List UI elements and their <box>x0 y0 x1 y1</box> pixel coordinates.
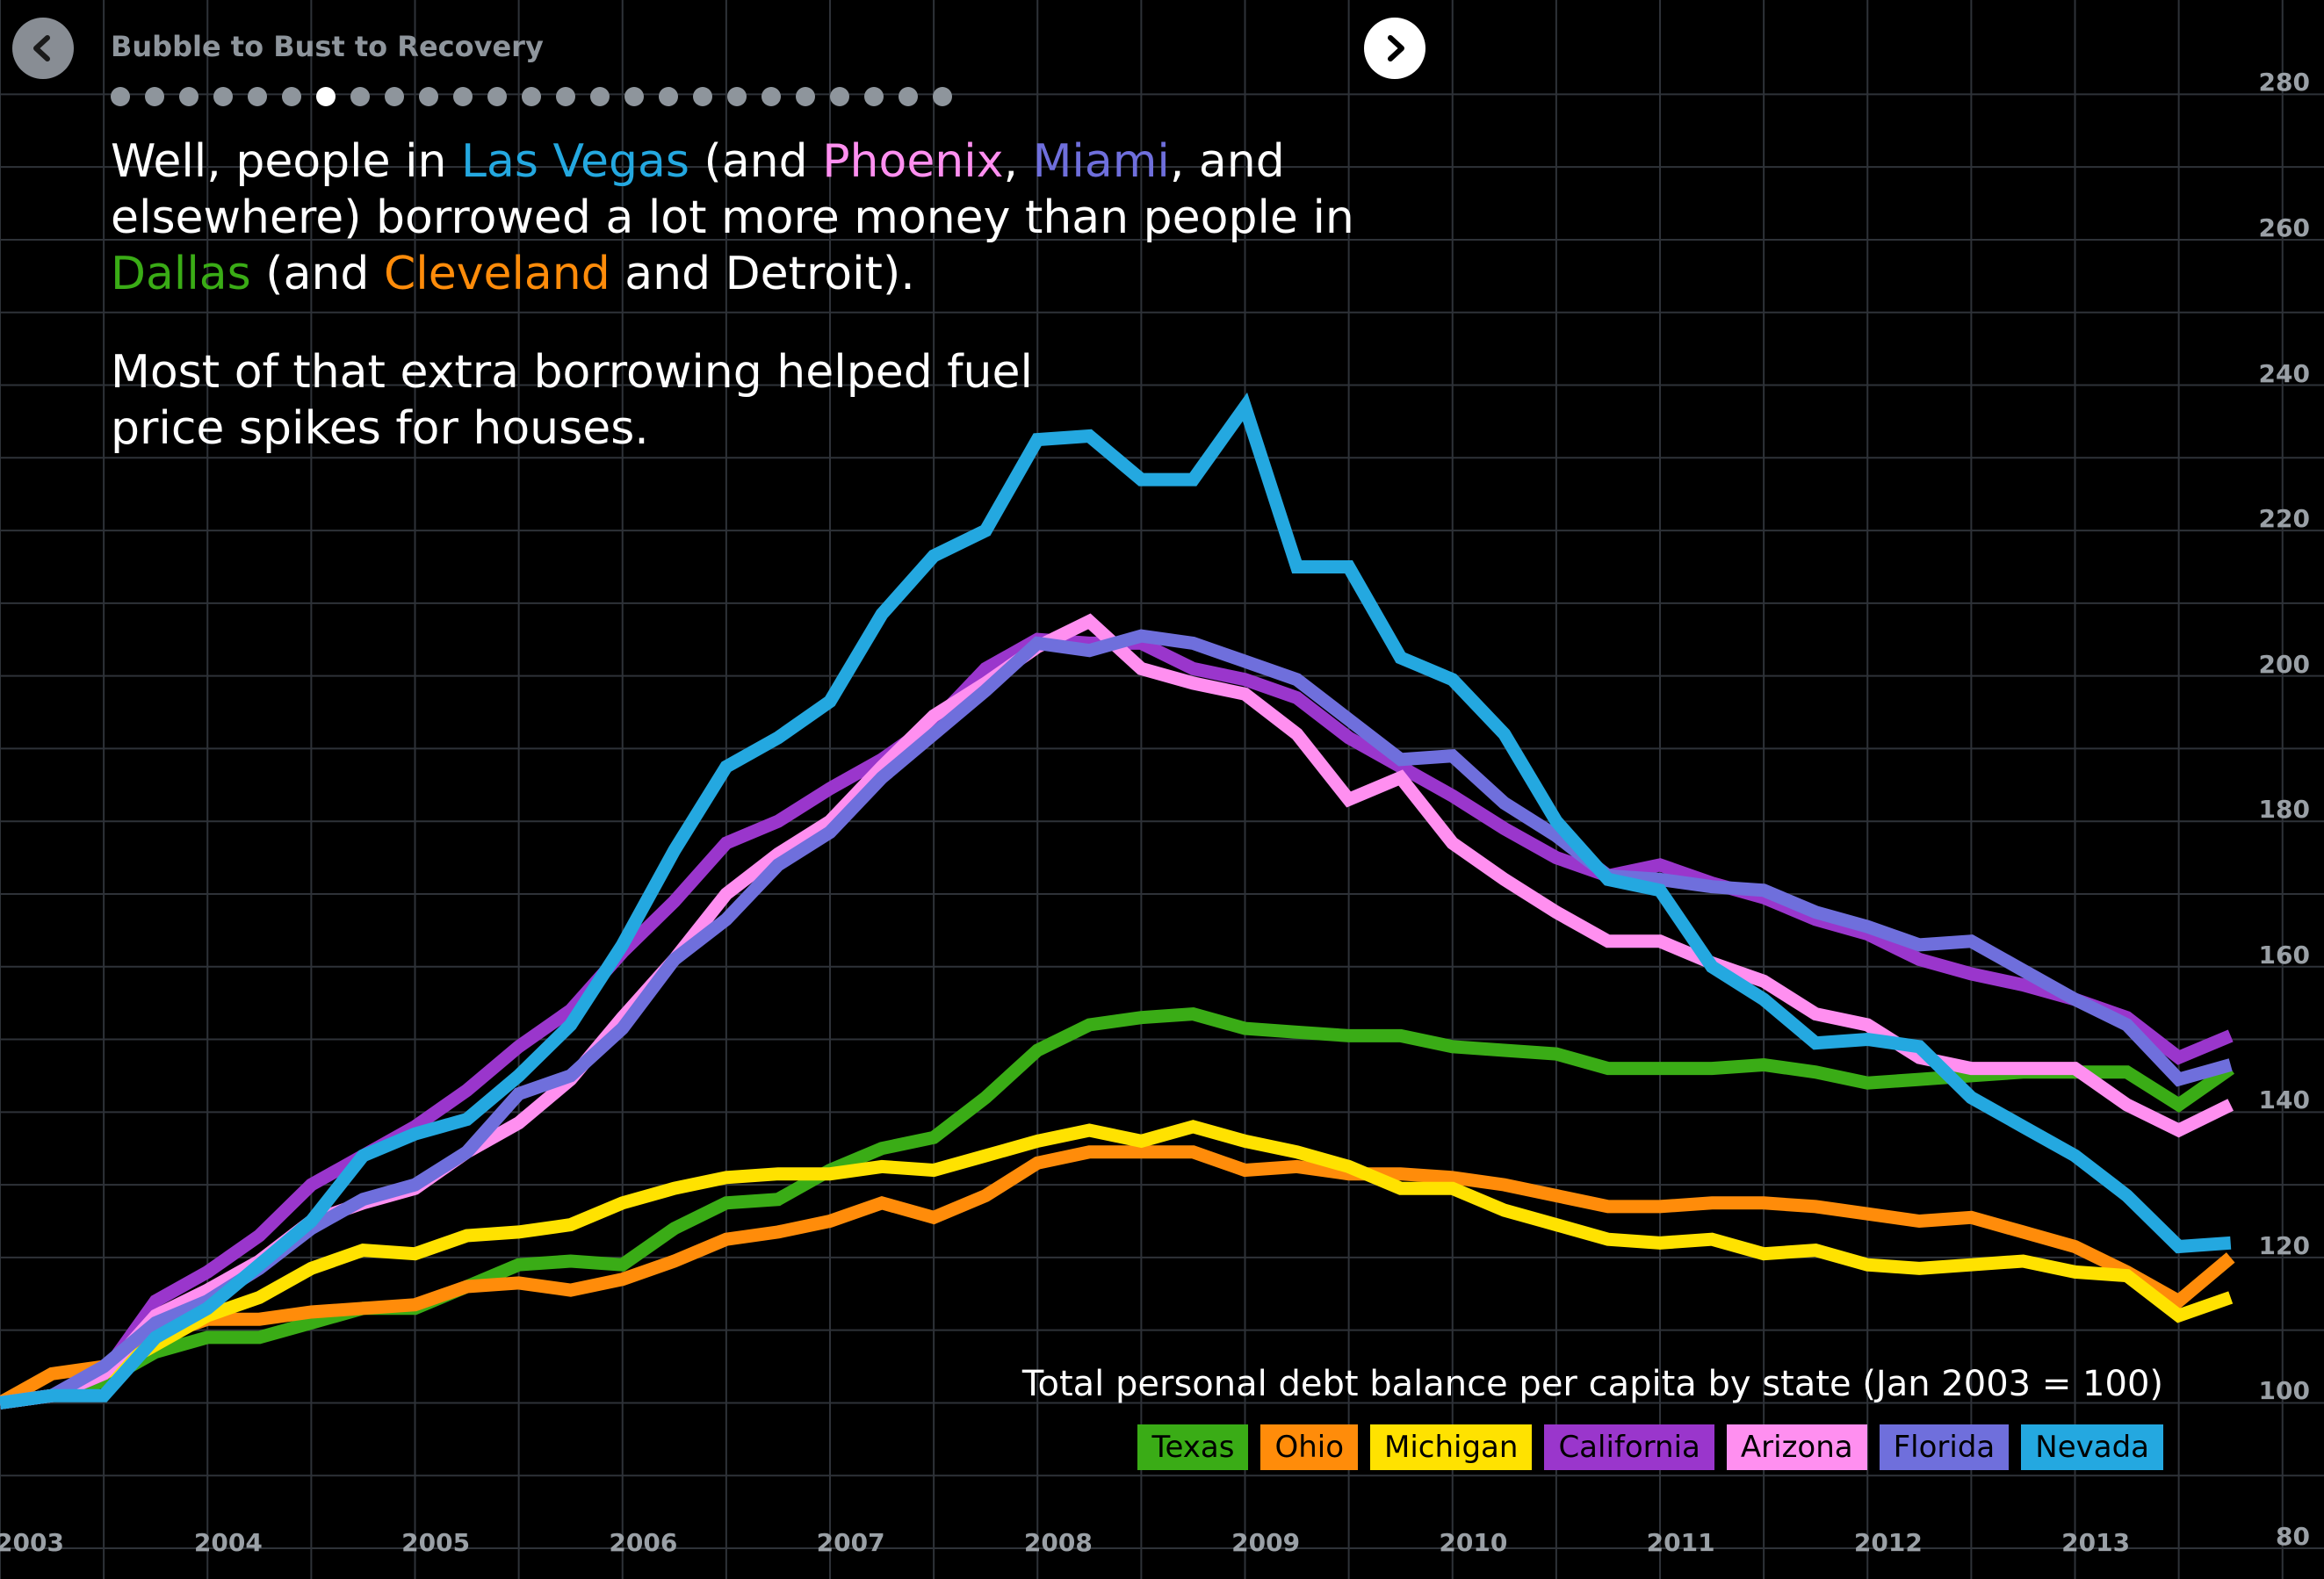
x-tick-label: 2008 <box>1023 1528 1093 1557</box>
text-segment: and Detroit). <box>610 248 915 300</box>
legend-item-florida[interactable]: Florida <box>1879 1424 2010 1470</box>
x-tick-label: 2009 <box>1231 1528 1301 1557</box>
series-line-nevada <box>0 392 2232 1410</box>
legend-item-california[interactable]: California <box>1544 1424 1714 1470</box>
text-segment: Well, people in <box>111 135 462 188</box>
slide-dot[interactable] <box>590 87 610 106</box>
slide-dot[interactable] <box>179 87 198 106</box>
slide-dot[interactable] <box>385 87 404 106</box>
dallas-highlight: Dallas <box>111 248 251 300</box>
x-tick-label: 2007 <box>816 1528 885 1557</box>
y-tick-label: 140 <box>2258 1085 2310 1115</box>
y-tick-label: 120 <box>2258 1230 2310 1260</box>
slide-dot[interactable] <box>933 87 952 106</box>
x-tick-label: 2012 <box>1853 1528 1923 1557</box>
slide-dot[interactable] <box>624 87 644 106</box>
series-lines <box>0 392 2235 1410</box>
y-tick-label: 180 <box>2258 795 2310 825</box>
x-tick-label: 2011 <box>1646 1528 1715 1557</box>
legend-item-ohio[interactable]: Ohio <box>1260 1424 1358 1470</box>
narrative-paragraph-1: Well, people in Las Vegas (and Phoenix, … <box>111 133 1384 302</box>
slide-dot[interactable] <box>796 87 815 106</box>
next-slide-button[interactable] <box>1364 18 1425 79</box>
cleveland-highlight: Cleveland <box>383 248 610 300</box>
text-segment: (and <box>689 135 823 188</box>
x-tick-label: 2010 <box>1439 1528 1508 1557</box>
y-tick-label: 80 <box>2276 1522 2310 1551</box>
text-segment: , and elsewhere) borrowed a lot more mon… <box>111 135 1354 244</box>
slide-dot[interactable] <box>864 87 884 106</box>
x-tick-label: 2003 <box>0 1528 64 1557</box>
slide-dot[interactable] <box>316 87 336 106</box>
series-line-arizona <box>0 613 2234 1410</box>
chart-caption: Total personal debt balance per capita b… <box>1021 1364 2163 1404</box>
x-tick-label: 2004 <box>193 1528 263 1557</box>
x-tick-label: 2006 <box>609 1528 678 1557</box>
slide-dot[interactable] <box>145 87 164 106</box>
text-segment: (and <box>250 248 384 300</box>
slide-progress-dots <box>111 87 952 106</box>
series-line-ohio <box>0 1145 2235 1409</box>
previous-slide-button[interactable] <box>12 18 74 79</box>
slide-dot[interactable] <box>727 87 747 106</box>
las-vegas-highlight: Las Vegas <box>461 135 689 188</box>
slide-dot[interactable] <box>761 87 781 106</box>
x-tick-label: 2013 <box>2061 1528 2131 1557</box>
y-tick-label: 100 <box>2258 1376 2310 1406</box>
y-tick-label: 280 <box>2258 68 2310 97</box>
x-tick-label: 2005 <box>401 1528 471 1557</box>
slide-dot[interactable] <box>830 87 849 106</box>
legend-item-texas[interactable]: Texas <box>1137 1424 1249 1470</box>
chevron-right-icon <box>1388 35 1404 61</box>
slide-dot[interactable] <box>282 87 301 106</box>
legend-item-michigan[interactable]: Michigan <box>1370 1424 1533 1470</box>
y-tick-label: 260 <box>2258 213 2310 242</box>
slide-dot[interactable] <box>213 87 233 106</box>
legend: Texas Ohio Michigan California Arizona Florid… <box>1137 1424 2163 1470</box>
y-tick-label: 200 <box>2258 649 2310 679</box>
series-line-florida <box>0 629 2233 1410</box>
legend-item-nevada[interactable]: Nevada <box>2021 1424 2163 1470</box>
y-tick-label: 160 <box>2258 940 2310 970</box>
story-title: Bubble to Bust to Recovery <box>111 30 544 63</box>
legend-item-arizona[interactable]: Arizona <box>1726 1424 1867 1470</box>
miami-highlight: Miami <box>1032 135 1170 188</box>
slide-dot[interactable] <box>487 87 507 106</box>
slide-dot[interactable] <box>693 87 712 106</box>
series-line-michigan <box>0 1120 2234 1410</box>
text-segment: , <box>1003 135 1033 188</box>
narrative-paragraph-2: Most of that extra borrowing helped fuel… <box>111 346 1033 455</box>
phoenix-highlight: Phoenix <box>822 135 1004 188</box>
slide-dot[interactable] <box>453 87 473 106</box>
slide-dot[interactable] <box>659 87 678 106</box>
slide-dot[interactable] <box>419 87 438 106</box>
slide-dot[interactable] <box>350 87 370 106</box>
slide-dot[interactable] <box>522 87 541 106</box>
slide-dot[interactable] <box>248 87 267 106</box>
slide-dot[interactable] <box>556 87 575 106</box>
slide-dot[interactable] <box>899 87 918 106</box>
y-tick-label: 220 <box>2258 504 2310 534</box>
y-tick-label: 240 <box>2258 358 2310 388</box>
chevron-left-icon <box>33 35 50 61</box>
slide-dot[interactable] <box>111 87 130 106</box>
